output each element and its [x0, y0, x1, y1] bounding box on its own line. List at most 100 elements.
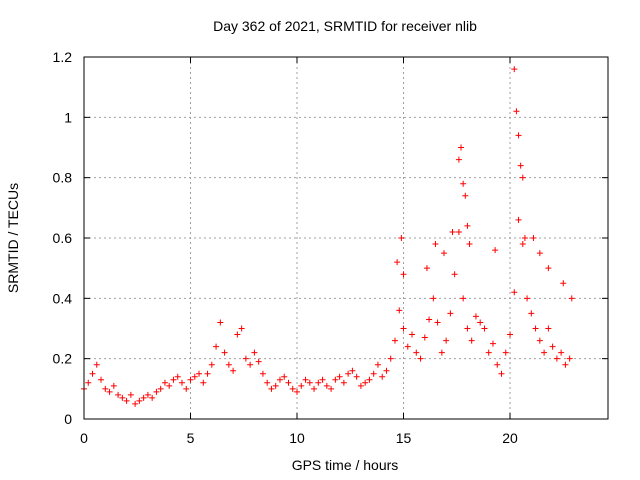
x-tick-label: 5 [187, 430, 195, 446]
x-tick-label: 0 [80, 430, 88, 446]
data-point [85, 379, 92, 386]
data-point [332, 376, 339, 383]
data-point [519, 174, 526, 181]
data-point [502, 349, 509, 356]
data-point [464, 222, 471, 229]
data-point [434, 319, 441, 326]
data-point [511, 289, 518, 296]
data-point [89, 370, 96, 377]
data-point [196, 370, 203, 377]
data-point [536, 337, 543, 344]
y-tick-label: 0.4 [53, 290, 73, 306]
x-axis-label: GPS time / hours [292, 457, 399, 473]
data-point [191, 373, 198, 380]
data-point [166, 382, 173, 389]
data-point [170, 376, 177, 383]
data-point [472, 313, 479, 320]
data-point [515, 132, 522, 139]
data-point [319, 376, 326, 383]
data-point [255, 358, 262, 365]
data-point [315, 379, 322, 386]
data-point [234, 331, 241, 338]
data-point [366, 376, 373, 383]
data-point [353, 373, 360, 380]
data-point [178, 379, 185, 386]
data-point [242, 355, 249, 362]
data-point [225, 361, 232, 368]
data-point [323, 382, 330, 389]
data-point [98, 376, 105, 383]
data-point [153, 388, 160, 395]
data-point [517, 162, 524, 169]
data-point [161, 379, 168, 386]
data-point [464, 325, 471, 332]
data-point [438, 349, 445, 356]
data-point [549, 343, 556, 350]
data-point [230, 367, 237, 374]
data-point [519, 241, 526, 248]
data-point [276, 376, 283, 383]
data-point [285, 379, 292, 386]
data-point [489, 340, 496, 347]
data-point [383, 367, 390, 374]
data-point [532, 325, 539, 332]
data-point [123, 397, 130, 404]
data-point [413, 349, 420, 356]
data-point [306, 379, 313, 386]
data-point [183, 385, 190, 392]
data-point [511, 66, 518, 73]
data-point [455, 228, 462, 235]
data-point [379, 373, 386, 380]
data-point [387, 355, 394, 362]
data-point [528, 310, 535, 317]
data-point [449, 228, 456, 235]
data-point [458, 144, 465, 151]
data-point [507, 331, 514, 338]
data-point [362, 379, 369, 386]
data-point [106, 388, 113, 395]
data-point [421, 334, 428, 341]
data-point [102, 385, 109, 392]
y-tick-label: 0 [64, 411, 72, 427]
chart-title: Day 362 of 2021, SRMTID for receiver nli… [213, 18, 477, 34]
data-point [566, 355, 573, 362]
data-point [208, 361, 215, 368]
data-point [294, 388, 301, 395]
data-point [404, 343, 411, 350]
data-points [81, 66, 575, 407]
data-point [398, 235, 405, 241]
data-point [268, 385, 275, 392]
data-point [530, 235, 537, 241]
data-point [455, 156, 462, 163]
y-tick-label: 1.2 [53, 49, 73, 65]
data-point [119, 394, 126, 401]
data-point [468, 337, 475, 344]
data-point [515, 216, 522, 223]
data-point [157, 385, 164, 392]
y-tick-label: 1 [64, 109, 72, 125]
y-axis-label: SRMTID / TECUs [5, 183, 21, 293]
data-point [132, 400, 139, 407]
data-point [562, 361, 569, 368]
data-point [432, 241, 439, 248]
data-point [541, 349, 548, 356]
data-point [217, 319, 224, 326]
data-point [259, 370, 266, 377]
data-point [302, 376, 309, 383]
data-point [481, 325, 488, 332]
data-point [264, 379, 271, 386]
data-point [110, 382, 117, 389]
data-point [545, 325, 552, 332]
data-point [443, 337, 450, 344]
data-point [340, 379, 347, 386]
grid [84, 57, 608, 419]
data-point [521, 235, 528, 241]
data-point [289, 385, 296, 392]
y-tick-label: 0.2 [53, 351, 73, 367]
data-point [430, 295, 437, 302]
data-point [451, 271, 458, 278]
data-point [394, 259, 401, 266]
data-point [545, 265, 552, 272]
data-point [149, 394, 156, 401]
data-point [494, 361, 501, 368]
